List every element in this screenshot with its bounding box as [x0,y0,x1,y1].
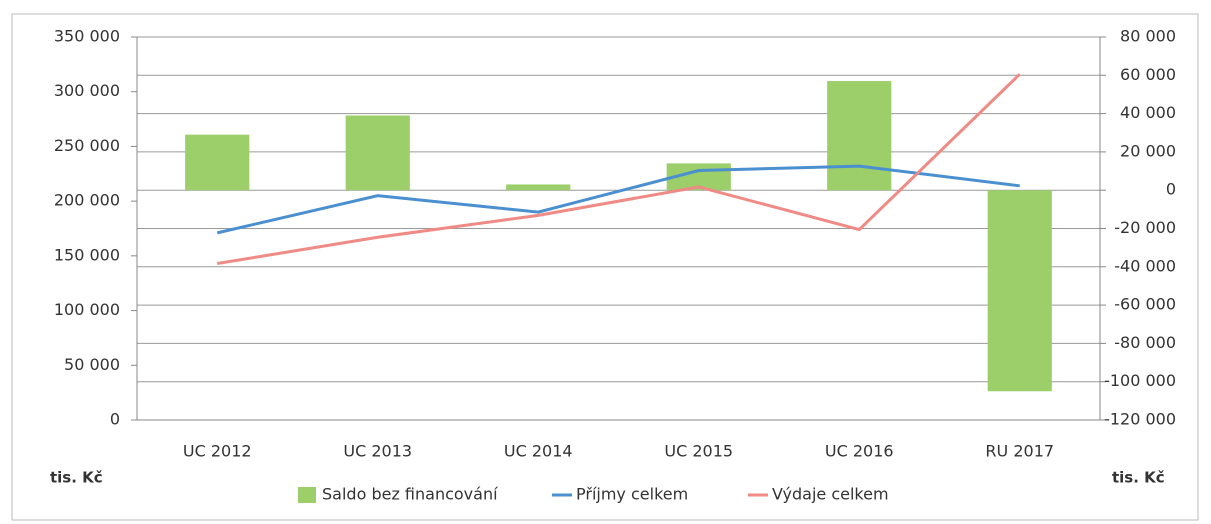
y2-axis-label: tis. Kč [1112,469,1165,487]
y2-tick-label: -60 000 [1114,295,1176,314]
x-tick-label: RU 2017 [985,442,1054,461]
y2-tick-label: -120 000 [1104,410,1176,429]
y-tick-label: 0 [110,410,120,429]
x-tick-label: UC 2013 [343,442,412,461]
y2-tick-label: 20 000 [1120,141,1176,160]
y2-tick-label: 80 000 [1120,27,1176,46]
bar [987,190,1052,392]
y-tick-label: 50 000 [64,355,120,374]
y2-tick-label: -80 000 [1114,333,1176,352]
y2-tick-label: -100 000 [1104,371,1176,390]
legend-label: Výdaje celkem [772,485,889,504]
y2-tick-label: 0 [1166,180,1176,199]
bar [827,81,892,191]
y-tick-label: 300 000 [54,81,120,100]
chart-border [11,13,1199,521]
y-tick-label: 350 000 [54,27,120,46]
legend-swatch [298,487,316,503]
y2-tick-label: 60 000 [1120,65,1176,84]
x-tick-label: UC 2015 [664,442,733,461]
line [217,73,1021,265]
y-tick-label: 250 000 [54,136,120,155]
y2-tick-label: -20 000 [1114,218,1176,237]
y-tick-label: 150 000 [54,245,120,264]
y-tick-label: 100 000 [54,300,120,319]
bar [506,184,571,191]
x-tick-label: UC 2012 [183,442,252,461]
x-tick-label: UC 2016 [825,442,894,461]
y2-tick-label: -40 000 [1114,256,1176,275]
legend-label: Příjmy celkem [576,485,688,504]
y-tick-label: 200 000 [54,191,120,210]
y2-tick-label: 40 000 [1120,103,1176,122]
line [216,164,1020,235]
x-tick-label: UC 2014 [504,442,573,461]
legend-label: Saldo bez financování [322,485,498,504]
y-axis-label: tis. Kč [50,469,103,487]
bar [345,115,410,191]
bar [185,134,250,191]
